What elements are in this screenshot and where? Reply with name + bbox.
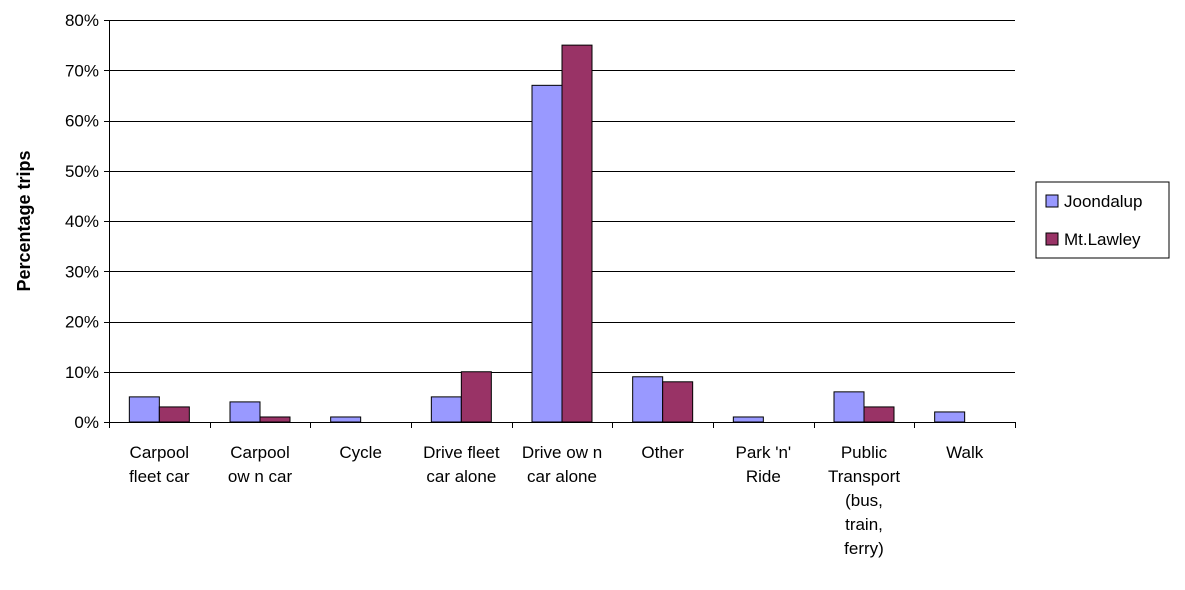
x-tick-labels: Carpool fleet car Carpool ow n car Cycle Driv… — [129, 443, 984, 558]
x-tick-label: Carpool fleet car — [129, 443, 190, 486]
legend-label-mt-lawley: Mt.Lawley — [1064, 230, 1141, 249]
x-tick-label: Cycle — [339, 443, 382, 462]
axes — [104, 20, 1016, 428]
y-tick-label: 70% — [65, 61, 99, 80]
y-tick-label: 30% — [65, 262, 99, 281]
x-tick-label: Public Transport (bus, train, ferry) — [828, 443, 900, 558]
y-axis-title: Percentage trips — [14, 150, 34, 291]
bar-mt-lawley — [158, 406, 190, 423]
y-tick-label: 60% — [65, 112, 99, 131]
y-tick-label: 0% — [74, 413, 99, 432]
x-tick-label: Other — [641, 443, 684, 462]
x-tick-label-line: Drive fleet — [423, 443, 500, 462]
bar-joondalup — [330, 416, 362, 423]
legend-swatch-joondalup — [1045, 194, 1059, 208]
x-tick-label-line: Ride — [746, 467, 781, 486]
x-tick-label: Drive ow n car alone — [522, 443, 602, 486]
x-tick-label-line: Transport — [828, 467, 900, 486]
x-tick-label-line: car alone — [527, 467, 597, 486]
bar-mt-lawley — [662, 381, 694, 423]
x-tick-label: Park 'n' Ride — [736, 443, 792, 486]
x-tick-label-line: (bus, — [845, 491, 883, 510]
bar-joondalup — [531, 84, 563, 423]
x-tick-label-line: fleet car — [129, 467, 190, 486]
x-tick-label-line: Other — [641, 443, 684, 462]
legend: Joondalup Mt.Lawley — [1035, 181, 1170, 259]
bar-joondalup — [934, 411, 966, 423]
x-tick-label-line: ferry) — [844, 539, 884, 558]
bar-mt-lawley — [863, 406, 895, 423]
y-tick-label: 20% — [65, 313, 99, 332]
bar-joondalup — [833, 391, 865, 423]
x-tick-label: Drive fleet car alone — [423, 443, 500, 486]
x-tick-label-line: Walk — [946, 443, 984, 462]
x-tick-label-line: car alone — [426, 467, 496, 486]
x-tick-label: Carpool ow n car — [228, 443, 293, 486]
x-tick-label-line: Drive ow n — [522, 443, 602, 462]
x-tick-label-line: Park 'n' — [736, 443, 792, 462]
x-tick-label-line: train, — [845, 515, 883, 534]
bar-joondalup — [732, 416, 764, 423]
bar-joondalup — [128, 396, 160, 423]
bar-mt-lawley — [259, 416, 291, 423]
x-tick-label-line: Public — [841, 443, 888, 462]
x-tick-label: Walk — [946, 443, 984, 462]
bar-joondalup — [430, 396, 462, 423]
y-tick-label: 50% — [65, 162, 99, 181]
bar-joondalup — [229, 401, 261, 423]
x-tick-label-line: Cycle — [339, 443, 382, 462]
y-tick-label: 80% — [65, 11, 99, 30]
x-tick-label-line: Carpool — [130, 443, 190, 462]
x-tick-label-line: ow n car — [228, 467, 293, 486]
bar-mt-lawley — [460, 371, 492, 423]
y-tick-labels: 0% 10% 20% 30% 40% 50% 60% 70% 80% — [65, 11, 99, 432]
y-tick-label: 10% — [65, 363, 99, 382]
legend-swatch-mt-lawley — [1045, 232, 1059, 246]
x-tick-label-line: Carpool — [230, 443, 290, 462]
legend-label-joondalup: Joondalup — [1064, 192, 1142, 211]
bar-mt-lawley — [561, 44, 593, 423]
y-tick-label: 40% — [65, 212, 99, 231]
bar-joondalup — [632, 376, 664, 423]
